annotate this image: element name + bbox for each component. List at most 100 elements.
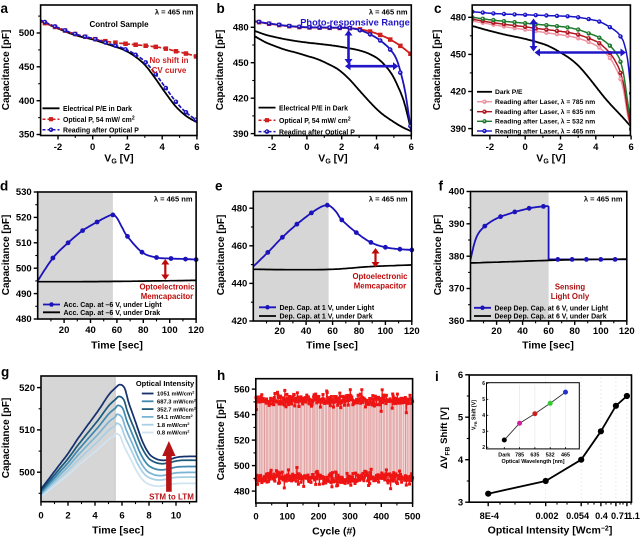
svg-text:2: 2 <box>125 142 130 153</box>
svg-text:VG [V]: VG [V] <box>318 153 347 166</box>
svg-text:Electrical P/E in Dark: Electrical P/E in Dark <box>279 105 348 112</box>
svg-text:520: 520 <box>19 383 35 394</box>
svg-text:360: 360 <box>449 316 465 327</box>
svg-text:0.054: 0.054 <box>566 511 590 521</box>
svg-text:0: 0 <box>523 142 528 153</box>
svg-text:-2: -2 <box>54 142 62 153</box>
svg-text:Dark P/E: Dark P/E <box>495 89 523 96</box>
svg-text:530: 530 <box>16 187 32 198</box>
svg-text:Reading after Optical P: Reading after Optical P <box>63 128 139 135</box>
svg-text:100: 100 <box>593 326 609 337</box>
svg-text:Deep Dep. Cap. at 6 V, under L: Deep Dep. Cap. at 6 V, under Light <box>495 305 609 312</box>
svg-text:60: 60 <box>543 326 554 337</box>
svg-text:420: 420 <box>231 316 247 327</box>
svg-text:54.1 mW/cm2: 54.1 mW/cm2 <box>157 413 194 421</box>
svg-text:120: 120 <box>404 326 420 337</box>
svg-text:80: 80 <box>569 326 580 337</box>
svg-text:390: 390 <box>233 129 249 140</box>
svg-text:3: 3 <box>458 497 463 508</box>
svg-text:5: 5 <box>482 397 485 403</box>
svg-text:Memcapacitor: Memcapacitor <box>141 292 193 301</box>
svg-text:1.1: 1.1 <box>627 511 640 521</box>
svg-text:100: 100 <box>377 326 393 337</box>
svg-text:490: 490 <box>16 289 32 300</box>
svg-text:380: 380 <box>449 251 465 262</box>
svg-text:100: 100 <box>162 325 178 336</box>
svg-text:520: 520 <box>16 213 32 224</box>
svg-text:a: a <box>1 1 9 16</box>
svg-text:ΔVFB Shift [V]: ΔVFB Shift [V] <box>439 407 451 469</box>
svg-text:VG [V]: VG [V] <box>104 153 133 166</box>
svg-text:352.7 mW/cm2: 352.7 mW/cm2 <box>157 405 197 413</box>
svg-text:Photo-responsive Range: Photo-responsive Range <box>300 18 410 28</box>
svg-text:440: 440 <box>231 279 247 290</box>
svg-text:Optical Intensity: Optical Intensity <box>136 379 195 388</box>
svg-text:6: 6 <box>409 142 414 153</box>
svg-text:300: 300 <box>342 512 358 523</box>
svg-text:4: 4 <box>593 142 599 153</box>
svg-text:Capacitance [pF]: Capacitance [pF] <box>433 215 444 296</box>
svg-text:687.3 mW/cm2: 687.3 mW/cm2 <box>157 398 197 406</box>
svg-text:480: 480 <box>233 23 249 34</box>
svg-text:VG [V]: VG [V] <box>536 153 565 166</box>
svg-text:2: 2 <box>65 511 70 522</box>
svg-text:500: 500 <box>234 461 250 472</box>
svg-text:60: 60 <box>327 326 338 337</box>
svg-text:6: 6 <box>194 142 199 153</box>
svg-text:0.71: 0.71 <box>611 511 629 521</box>
svg-text:λ = 465 nm: λ = 465 nm <box>369 8 408 17</box>
svg-text:λ = 465 nm: λ = 465 nm <box>584 195 623 204</box>
svg-text:350: 350 <box>19 130 35 141</box>
svg-text:520: 520 <box>234 435 250 446</box>
svg-text:h: h <box>217 368 225 383</box>
svg-text:0: 0 <box>38 511 43 522</box>
svg-text:Memcapacitor: Memcapacitor <box>354 282 406 291</box>
svg-text:0: 0 <box>253 512 258 523</box>
svg-text:Time [sec]: Time [sec] <box>92 525 144 537</box>
svg-text:Time [sec]: Time [sec] <box>91 340 143 352</box>
svg-text:λ = 465 nm: λ = 465 nm <box>154 195 193 204</box>
svg-text:480: 480 <box>231 203 247 214</box>
svg-text:Acc. Cap. at –6 V, under Drak: Acc. Cap. at –6 V, under Drak <box>64 310 161 317</box>
svg-text:Optoelectronic: Optoelectronic <box>139 283 195 292</box>
svg-text:0: 0 <box>90 142 95 153</box>
svg-text:1051 mW/cm2: 1051 mW/cm2 <box>157 390 195 398</box>
svg-text:i: i <box>435 369 439 384</box>
svg-text:d: d <box>0 179 8 194</box>
svg-text:4: 4 <box>458 455 464 466</box>
svg-text:6: 6 <box>458 370 463 381</box>
svg-text:0.8 mW/cm2: 0.8 mW/cm2 <box>157 429 190 437</box>
svg-text:λ = 465 nm: λ = 465 nm <box>155 8 194 17</box>
svg-text:Control Sample: Control Sample <box>89 20 149 29</box>
svg-text:Electrical P/E in Dark: Electrical P/E in Dark <box>63 106 132 113</box>
svg-text:1.8 mW/cm2: 1.8 mW/cm2 <box>157 421 190 429</box>
svg-text:10: 10 <box>171 511 182 522</box>
svg-text:Capacitance [pF]: Capacitance [pF] <box>1 215 12 296</box>
svg-text:4: 4 <box>160 142 166 153</box>
svg-text:500: 500 <box>16 263 32 274</box>
svg-text:540: 540 <box>234 410 250 421</box>
svg-text:500: 500 <box>19 467 35 478</box>
svg-text:532: 532 <box>546 453 555 459</box>
svg-text:20: 20 <box>59 325 70 336</box>
svg-text:Dep. Cap. at 1 V, under Light: Dep. Cap. at 1 V, under Light <box>280 305 375 312</box>
svg-text:6: 6 <box>482 381 485 387</box>
svg-text:480: 480 <box>16 314 32 325</box>
svg-text:Optoelectronic: Optoelectronic <box>352 272 408 281</box>
svg-text:450: 450 <box>450 50 466 61</box>
svg-text:λ = 465 nm: λ = 465 nm <box>369 195 408 204</box>
svg-text:4: 4 <box>374 142 380 153</box>
svg-text:390: 390 <box>450 124 466 135</box>
svg-text:Time [sec]: Time [sec] <box>306 340 358 352</box>
svg-text:Reading after Laser, λ = 532 n: Reading after Laser, λ = 532 nm <box>495 118 595 126</box>
svg-text:Capacitance [pF]: Capacitance [pF] <box>432 30 443 111</box>
svg-text:120: 120 <box>619 326 635 337</box>
svg-text:100: 100 <box>279 512 295 523</box>
svg-text:Capacitance [pF]: Capacitance [pF] <box>1 398 12 479</box>
svg-text:No shift in: No shift in <box>149 56 188 65</box>
svg-text:80: 80 <box>354 326 365 337</box>
svg-text:40: 40 <box>301 326 312 337</box>
svg-text:8E-4: 8E-4 <box>480 511 500 521</box>
svg-text:4: 4 <box>92 511 98 522</box>
svg-text:-2: -2 <box>268 142 276 153</box>
